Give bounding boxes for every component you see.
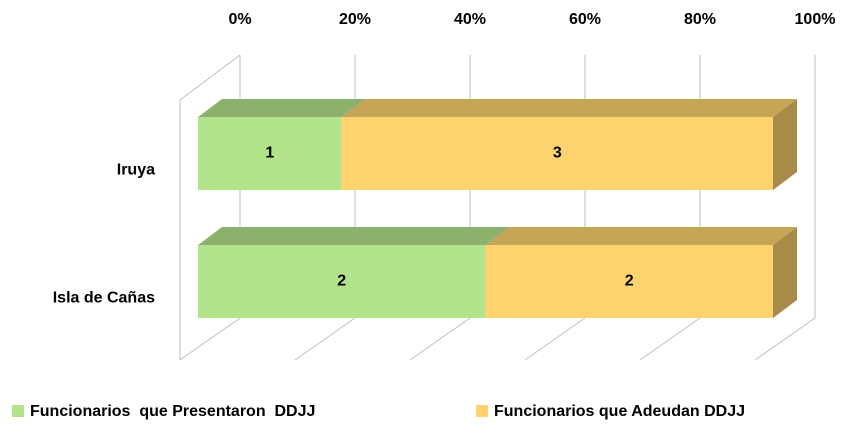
legend-swatch [12,405,24,417]
data-label: 3 [553,145,562,162]
bar [341,117,773,190]
data-label: 2 [625,273,634,290]
x-tick-label: 20% [339,11,371,28]
bar-top [485,227,797,245]
bar [198,117,342,190]
data-label: 2 [337,273,346,290]
legend-label: Funcionarios que Presentaron DDJJ [30,403,315,420]
left-wall [179,54,241,101]
data-label: 1 [265,145,274,162]
bar [198,245,486,318]
x-tick-label: 100% [795,11,836,28]
legend-label: Funcionarios que Adeudan DDJJ [494,403,745,420]
category-label: Iruya [117,162,155,179]
x-tick-label: 60% [569,11,601,28]
grid-line [754,317,816,361]
bar-side [773,99,797,190]
bar-top [341,99,797,117]
bar [485,245,773,318]
x-tick-label: 0% [228,11,251,28]
grid-line [294,317,356,361]
legend-swatch [476,405,488,417]
x-tick-label: 40% [454,11,486,28]
grid-line [409,317,471,361]
grid-line [179,317,241,361]
bar-side [773,227,797,318]
bar-top [198,227,510,245]
x-tick-label: 80% [684,11,716,28]
bar-top [198,99,366,117]
category-label: Isla de Cañas [53,290,155,307]
grid-line [639,317,701,361]
grid-line [524,317,586,361]
